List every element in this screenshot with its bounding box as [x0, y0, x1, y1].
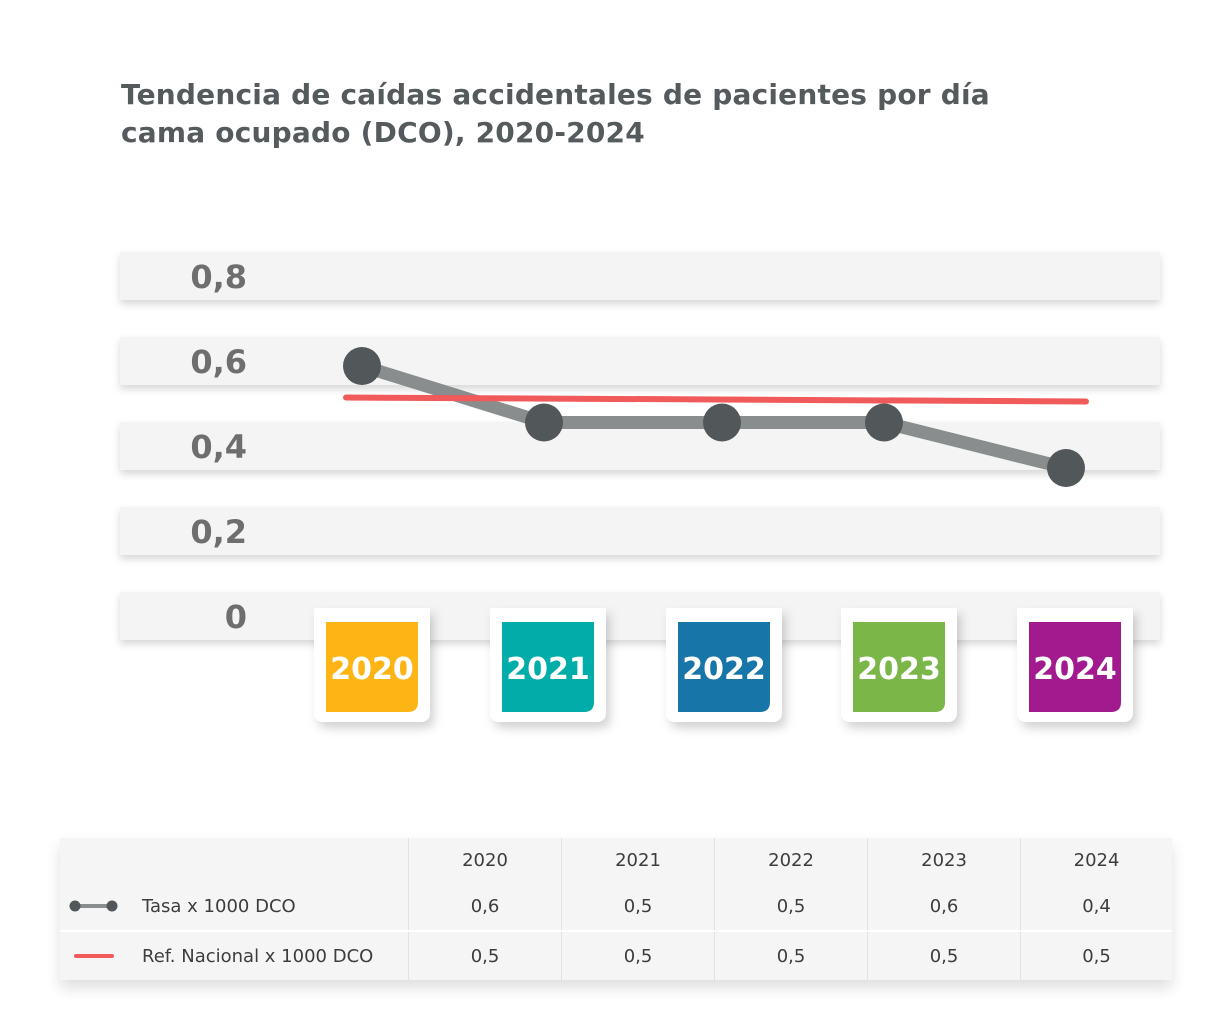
series-label: Tasa x 1000 DCO: [142, 895, 296, 917]
category-tiles: 2020 2021 2022 2023 2024: [314, 608, 1133, 722]
x-tick-label: 2023: [857, 652, 941, 687]
table-cell: 0,5: [714, 882, 868, 931]
y-tick-label: 0,6: [190, 343, 247, 381]
table-cell: 0,6: [407, 882, 562, 931]
data-point: [1047, 449, 1085, 487]
series-lines: [343, 347, 1089, 487]
data-point: [343, 347, 381, 385]
y-tick-label: 0: [225, 598, 247, 636]
gridline-band: [120, 507, 1160, 555]
series-line-ref-nacional: [343, 394, 1089, 405]
category-tile-2023: 2023: [841, 608, 957, 722]
gridline-bands: [120, 252, 1160, 640]
table-cell: 0,5: [561, 930, 715, 980]
table-cell: 0,5: [407, 930, 562, 980]
data-table: 2020 2021 2022 2023 2024 Tasa x 1000 DCO 0,6 0…: [60, 838, 1172, 980]
legend-line-dots-icon: [60, 896, 140, 916]
table-row: Tasa x 1000 DCO 0,6 0,5 0,5 0,6 0,4: [60, 882, 1172, 931]
series-legend-cell: Ref. Nacional x 1000 DCO: [60, 930, 409, 980]
gridline-band: [120, 592, 1160, 640]
table-row: Ref. Nacional x 1000 DCO 0,5 0,5 0,5 0,5 0,5: [60, 930, 1172, 980]
category-tile-2024: 2024: [1017, 608, 1133, 722]
chart-title: Tendencia de caídas accidentales de paci…: [121, 76, 1021, 152]
gridline-band: [120, 337, 1160, 385]
chart-title-line-1: Tendencia de caídas accidentales de paci…: [121, 78, 990, 111]
series-label: Ref. Nacional x 1000 DCO: [142, 945, 374, 967]
series-legend-cell: Tasa x 1000 DCO: [60, 882, 409, 931]
table-cell: 0,4: [1020, 882, 1172, 931]
y-tick-label: 0,8: [190, 258, 247, 296]
table-cell: 0,5: [1020, 930, 1172, 980]
chart-title-line-2: cama ocupado (DCO), 2020-2024: [121, 116, 645, 149]
gridline-band: [120, 252, 1160, 300]
category-tile-2021: 2021: [490, 608, 606, 722]
y-tick-label: 0,2: [190, 513, 247, 551]
x-tick-label: 2020: [330, 652, 414, 687]
category-tile-2020: 2020: [314, 608, 430, 722]
line-chart: 0,8 0,6 0,4 0,2 0 2020 2021 2022 2023 2024: [120, 252, 1160, 722]
y-axis-tick-labels: 0,8 0,6 0,4 0,2 0: [190, 258, 247, 636]
table-cell: 0,5: [867, 930, 1021, 980]
table-header-cell: 2021: [561, 838, 715, 882]
table-header-cell: 2023: [867, 838, 1021, 882]
table-cell: 0,5: [714, 930, 868, 980]
table-header-empty: [60, 838, 409, 882]
x-tick-label: 2021: [506, 652, 590, 687]
table-header-cell: 2020: [407, 838, 562, 882]
legend-line-icon: [60, 946, 140, 966]
data-point: [865, 403, 903, 442]
x-tick-label: 2024: [1033, 652, 1117, 687]
y-tick-label: 0,4: [190, 428, 247, 466]
category-tile-2022: 2022: [666, 608, 782, 722]
table-header-cell: 2024: [1020, 838, 1172, 882]
table-header-row: 2020 2021 2022 2023 2024: [60, 838, 1172, 882]
table-cell: 0,6: [867, 882, 1021, 931]
table-cell: 0,5: [561, 882, 715, 931]
table-header-cell: 2022: [714, 838, 868, 882]
x-tick-label: 2022: [682, 652, 766, 687]
data-point: [703, 403, 741, 442]
data-point: [525, 403, 563, 442]
